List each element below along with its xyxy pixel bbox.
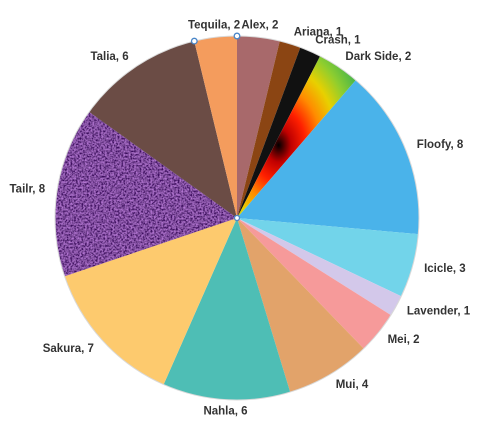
data-label-mei: Mei, 2 xyxy=(388,334,420,346)
data-label-crash: Crash, 1 xyxy=(315,35,361,47)
selection-handle-center[interactable] xyxy=(233,214,241,222)
pie-slice-floofy[interactable] xyxy=(237,80,419,235)
selection-handles xyxy=(190,32,241,222)
data-label-lavender: Lavender, 1 xyxy=(407,306,471,318)
pie-slices xyxy=(55,35,419,400)
pie-slice-icicle[interactable] xyxy=(237,218,419,297)
pie-slice-lavender[interactable] xyxy=(237,218,402,316)
pie-slice-crash[interactable] xyxy=(237,47,321,218)
pie-slice-sakura[interactable] xyxy=(64,218,237,385)
data-label-sakura: Sakura, 7 xyxy=(43,343,94,355)
data-label-dark-side: Dark Side, 2 xyxy=(345,51,411,63)
data-label-floofy: Floofy, 8 xyxy=(417,139,464,151)
pie-slice-tequila[interactable] xyxy=(194,36,237,218)
data-label-tailr: Tailr, 8 xyxy=(10,183,46,195)
pie-slice-ariana[interactable] xyxy=(237,41,301,219)
pie-slice-tailr[interactable] xyxy=(55,111,238,277)
data-label-ariana: Ariana, 1 xyxy=(294,27,343,39)
data-label-alex: Alex, 2 xyxy=(241,19,278,31)
selection-handle-end[interactable] xyxy=(233,32,241,40)
pie-slice-talia[interactable] xyxy=(89,41,237,219)
pie-slice-mei[interactable] xyxy=(237,218,391,349)
pie-slice-mui[interactable] xyxy=(237,218,364,393)
data-label-nahla: Nahla, 6 xyxy=(203,406,247,418)
pie-slice-nahla[interactable] xyxy=(163,218,291,400)
data-label-tequila: Tequila, 2 xyxy=(188,19,240,31)
pie-slice-dark-side[interactable] xyxy=(237,56,356,218)
data-label-icicle: Icicle, 3 xyxy=(424,263,466,275)
data-label-talia: Talia, 6 xyxy=(90,51,128,63)
selection-handle-start[interactable] xyxy=(190,37,198,45)
data-label-mui: Mui, 4 xyxy=(336,379,369,391)
pie-slice-alex[interactable] xyxy=(237,35,280,218)
